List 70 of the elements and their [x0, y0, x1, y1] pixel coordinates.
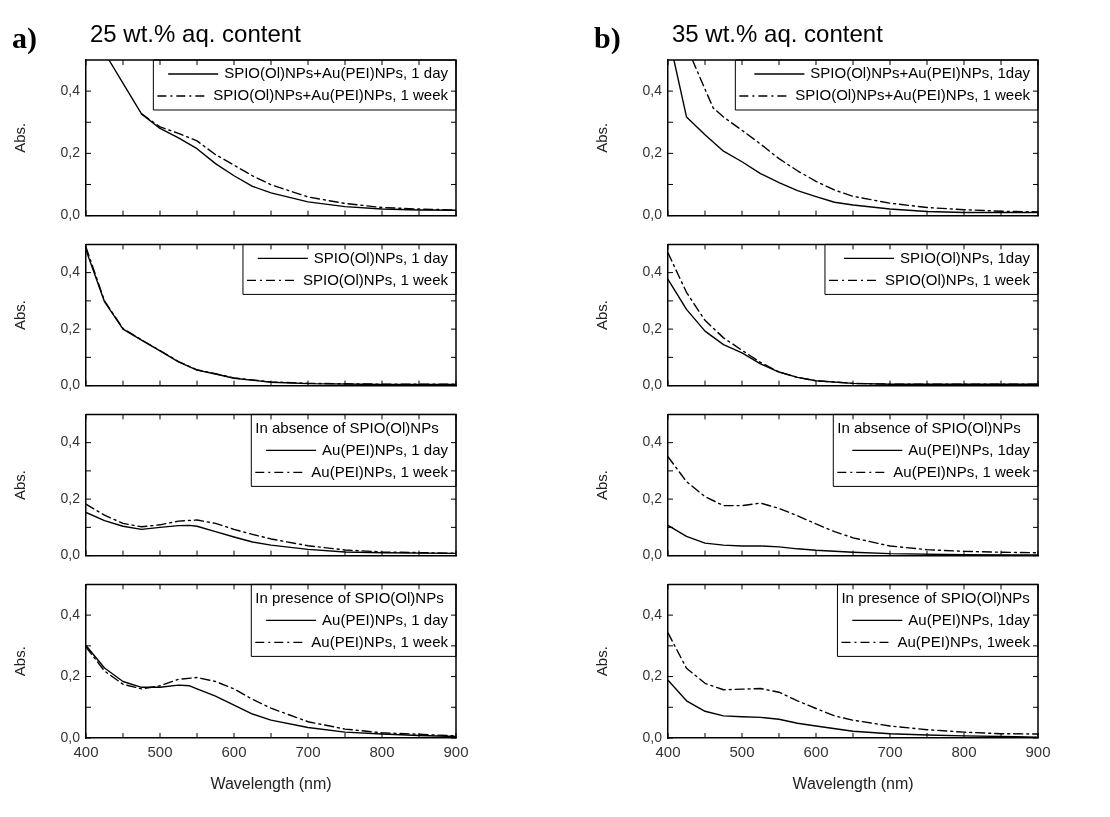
y-tick-label: 0,2 — [60, 667, 81, 684]
x-tick-label: 800 — [951, 743, 977, 761]
legend-label: SPIO(Ol)NPs, 1day — [899, 248, 1031, 266]
y-tick-label: 0,4 — [642, 605, 663, 622]
x-tick-label: 500 — [729, 743, 755, 761]
y-tick-label: 0,2 — [60, 144, 81, 161]
x-tick-label: 600 — [803, 743, 829, 761]
x-tick-label: 800 — [369, 743, 395, 761]
legend-label: SPIO(Ol)NPs+Au(PEI)NPs, 1 week — [213, 86, 449, 104]
legend-label: Au(PEI)NPs, 1 week — [311, 462, 449, 480]
legend-label: Au(PEI)NPs, 1 day — [322, 610, 449, 628]
y-axis-title: Abs. — [593, 122, 611, 153]
text: b) — [594, 21, 621, 55]
y-tick-label: 0,4 — [642, 263, 663, 280]
y-tick-label: 0,4 — [60, 605, 81, 622]
y-axis-title: Abs. — [11, 646, 29, 677]
y-tick-label: 0,0 — [60, 728, 81, 745]
y-tick-label: 0,0 — [642, 376, 663, 393]
x-tick-label: 900 — [1025, 743, 1051, 761]
y-axis-title: Abs. — [11, 299, 29, 331]
legend-label: SPIO(Ol)NPs, 1 week — [884, 270, 1031, 288]
y-tick-label: 0,4 — [60, 81, 81, 98]
legend-title: In presence of SPIO(Ol)NPs — [841, 588, 1030, 606]
y-tick-label: 0,2 — [60, 319, 81, 336]
x-tick-label: 700 — [877, 743, 903, 761]
y-tick-label: 0,0 — [60, 376, 81, 393]
legend-label: SPIO(Ol)NPs, 1 week — [302, 270, 449, 288]
chart-title: 35 wt.% aq. content — [672, 20, 884, 47]
y-axis-title: Abs. — [11, 469, 29, 501]
y-tick-label: 0,0 — [60, 206, 81, 223]
legend-label: Au(PEI)NPs, 1 day — [322, 440, 449, 458]
x-axis-title: Wavelength (nm) — [210, 774, 332, 792]
y-axis-title: Abs. — [593, 299, 611, 331]
x-tick-label: 400 — [73, 743, 99, 761]
y-tick-label: 0,4 — [60, 263, 81, 280]
y-tick-label: 0,4 — [60, 433, 81, 450]
y-tick-label: 0,2 — [60, 489, 81, 506]
y-tick-label: 0,2 — [642, 144, 663, 161]
legend-title: In absence of SPIO(Ol)NPs — [255, 418, 439, 436]
x-axis-title: Wavelength (nm) — [792, 774, 914, 792]
legend-label: SPIO(Ol)NPs+Au(PEI)NPs, 1 day — [224, 64, 449, 82]
y-axis-title: Abs. — [593, 646, 611, 677]
legend-label: SPIO(Ol)NPs+Au(PEI)NPs, 1 week — [795, 86, 1031, 104]
chart-title: 25 wt.% aq. content — [90, 20, 302, 47]
x-tick-label: 500 — [147, 743, 173, 761]
y-axis-title: Abs. — [593, 469, 611, 501]
legend-label: Au(PEI)NPs, 1day — [908, 440, 1031, 458]
y-tick-label: 0,0 — [642, 728, 663, 745]
y-tick-label: 0,4 — [642, 81, 663, 98]
legend-label: Au(PEI)NPs, 1 week — [311, 632, 449, 650]
legend-label: SPIO(Ol)NPs+Au(PEI)NPs, 1day — [810, 64, 1031, 82]
y-tick-label: 0,0 — [642, 206, 663, 223]
x-tick-label: 600 — [221, 743, 247, 761]
y-tick-label: 0,4 — [642, 433, 663, 450]
x-tick-label: 700 — [295, 743, 321, 761]
legend-title: In presence of SPIO(Ol)NPs — [255, 588, 444, 606]
text: a) — [12, 21, 37, 55]
legend-label: Au(PEI)NPs, 1day — [908, 610, 1031, 628]
x-tick-label: 900 — [443, 743, 469, 761]
legend-label: Au(PEI)NPs, 1 week — [893, 462, 1031, 480]
y-axis-title: Abs. — [11, 122, 29, 153]
y-tick-label: 0,2 — [642, 319, 663, 336]
x-tick-label: 400 — [655, 743, 681, 761]
y-tick-label: 0,0 — [642, 546, 663, 563]
y-tick-label: 0,0 — [60, 546, 81, 563]
legend-label: Au(PEI)NPs, 1week — [897, 632, 1031, 650]
legend-title: In absence of SPIO(Ol)NPs — [837, 418, 1021, 436]
y-tick-label: 0,2 — [642, 489, 663, 506]
y-tick-label: 0,2 — [642, 667, 663, 684]
legend-label: SPIO(Ol)NPs, 1 day — [313, 248, 449, 266]
